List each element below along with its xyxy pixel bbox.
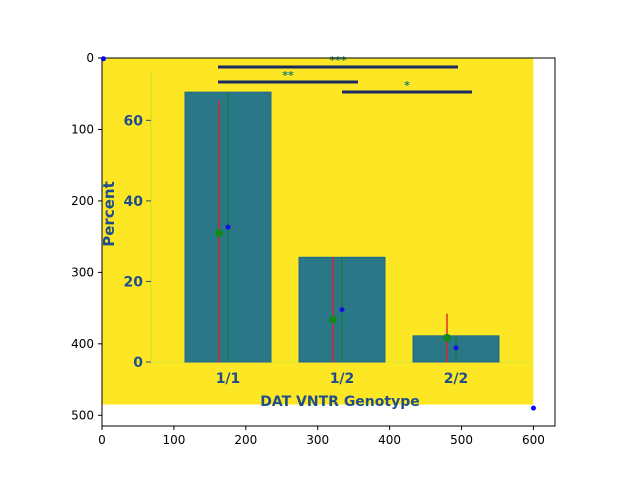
outer-x-tick-label: 600	[522, 433, 545, 447]
outer-x-tick-label: 400	[378, 433, 401, 447]
significance-label: ***	[329, 54, 347, 67]
outer-y-tick-label: 0	[86, 51, 94, 65]
outer-y-tick-label: 400	[71, 337, 94, 351]
inner-y-tick-label: 0	[133, 355, 143, 371]
inner-y-tick-label: 60	[124, 113, 144, 129]
marker-point	[100, 56, 106, 62]
outer-x-tick-label: 200	[234, 433, 257, 447]
inner-x-tick-label: 1/1	[216, 371, 241, 387]
outer-y-tick-label: 500	[71, 408, 94, 422]
inner-x-tick-label: 2/2	[444, 371, 469, 387]
inner-x-axis-label: DAT VNTR Genotype	[260, 394, 419, 410]
mean-point-green	[215, 229, 223, 238]
mean-point-green	[443, 333, 451, 342]
significance-label: *	[404, 79, 410, 92]
outer-x-tick-label: 100	[162, 433, 185, 447]
inner-y-tick-label: 20	[124, 274, 144, 290]
mean-point-blue	[225, 224, 231, 230]
marker-point	[530, 405, 536, 411]
outer-x-tick-label: 500	[450, 433, 473, 447]
mean-point-blue	[339, 307, 345, 313]
inner-x-tick-label: 1/2	[330, 371, 355, 387]
outer-y-tick-label: 300	[71, 265, 94, 279]
inner-y-tick-label: 40	[124, 194, 144, 210]
outer-x-tick-label: 300	[306, 433, 329, 447]
outer-x-tick-label: 0	[98, 433, 106, 447]
mean-point-blue	[453, 345, 459, 351]
outer-y-tick-label: 100	[71, 122, 94, 136]
inner-y-axis-label: Percent	[100, 181, 118, 246]
outer-y-tick-label: 200	[71, 194, 94, 208]
mean-point-green	[329, 315, 337, 324]
outer-axes-frame	[101, 57, 556, 427]
significance-label: **	[282, 69, 294, 82]
